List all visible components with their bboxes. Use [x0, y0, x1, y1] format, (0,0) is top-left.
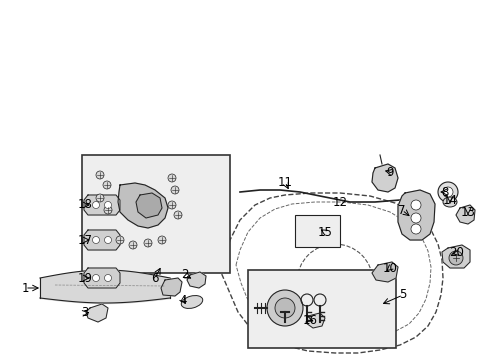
Text: 11: 11: [277, 175, 292, 189]
Circle shape: [410, 213, 420, 223]
Circle shape: [410, 224, 420, 234]
Polygon shape: [84, 195, 120, 215]
Polygon shape: [455, 205, 474, 224]
Polygon shape: [86, 304, 108, 322]
Bar: [247, 270, 395, 348]
Text: 14: 14: [442, 194, 457, 207]
Circle shape: [129, 241, 137, 249]
Polygon shape: [186, 272, 205, 288]
Circle shape: [104, 237, 111, 243]
Ellipse shape: [181, 296, 203, 309]
Polygon shape: [161, 278, 182, 296]
Circle shape: [158, 236, 165, 244]
Bar: [82, 155, 229, 273]
Text: 13: 13: [460, 206, 474, 219]
Text: 15: 15: [317, 225, 332, 238]
Text: 16: 16: [302, 314, 317, 327]
Polygon shape: [136, 193, 162, 218]
Circle shape: [104, 274, 111, 282]
Polygon shape: [84, 230, 120, 250]
Circle shape: [174, 211, 182, 219]
Text: 19: 19: [77, 271, 92, 284]
Circle shape: [103, 181, 111, 189]
Ellipse shape: [442, 197, 456, 207]
Polygon shape: [397, 190, 434, 240]
Circle shape: [274, 298, 294, 318]
Text: 20: 20: [448, 247, 464, 260]
Text: 18: 18: [78, 198, 92, 211]
Text: 12: 12: [332, 195, 347, 208]
Circle shape: [96, 171, 104, 179]
Polygon shape: [118, 183, 168, 228]
Text: 2: 2: [181, 269, 188, 282]
Circle shape: [92, 237, 99, 243]
Circle shape: [168, 201, 176, 209]
Polygon shape: [371, 164, 397, 192]
Circle shape: [437, 182, 457, 202]
Circle shape: [104, 206, 112, 214]
Circle shape: [266, 290, 303, 326]
Text: 4: 4: [179, 293, 186, 306]
Text: 5: 5: [399, 288, 406, 302]
Circle shape: [168, 174, 176, 182]
Polygon shape: [84, 268, 120, 288]
Text: 6: 6: [151, 271, 159, 284]
Text: 3: 3: [81, 306, 88, 320]
Text: 17: 17: [77, 234, 92, 247]
Bar: [294, 215, 339, 247]
Circle shape: [448, 251, 462, 265]
Circle shape: [442, 187, 452, 197]
Text: 7: 7: [397, 203, 405, 216]
Circle shape: [410, 200, 420, 210]
Circle shape: [104, 202, 111, 208]
Polygon shape: [371, 262, 397, 282]
Circle shape: [171, 186, 179, 194]
Text: 1: 1: [21, 282, 29, 294]
Text: 10: 10: [382, 261, 397, 274]
Text: 9: 9: [386, 166, 393, 179]
Circle shape: [116, 236, 124, 244]
Circle shape: [143, 239, 152, 247]
Circle shape: [96, 194, 104, 202]
Circle shape: [92, 274, 99, 282]
Circle shape: [92, 202, 99, 208]
Polygon shape: [441, 245, 469, 268]
Text: 8: 8: [440, 185, 448, 198]
Polygon shape: [305, 313, 325, 328]
